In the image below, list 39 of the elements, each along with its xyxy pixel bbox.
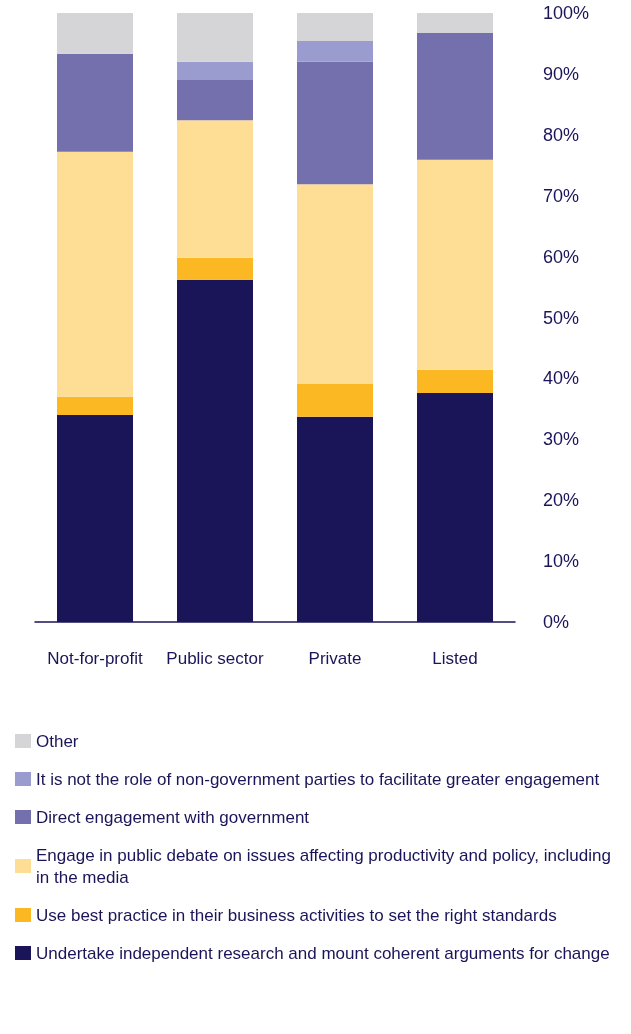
bar <box>177 257 253 280</box>
y-tick-label: 60% <box>543 246 580 267</box>
bar <box>417 159 493 370</box>
x-tick-label: Not-for-profit <box>47 649 143 668</box>
bar <box>297 41 373 62</box>
bar <box>57 396 133 415</box>
bar <box>417 13 493 34</box>
y-tick-label: 20% <box>543 490 580 511</box>
bar <box>297 383 373 417</box>
bar <box>417 369 493 394</box>
legend-label: Use best practice in their business activities to set the right standards <box>36 905 557 925</box>
legend-label: Direct engagement with government <box>36 807 310 827</box>
y-tick-label: 100% <box>543 3 590 23</box>
y-tick-label: 80% <box>543 124 580 145</box>
bar <box>297 184 373 384</box>
x-tick-label: Public sector <box>166 649 264 668</box>
bar <box>177 79 253 121</box>
bar <box>417 33 493 160</box>
y-tick-label: 70% <box>543 185 580 206</box>
bar <box>297 61 373 185</box>
y-tick-label: 10% <box>543 551 580 572</box>
bar <box>297 13 373 42</box>
bar <box>57 151 133 397</box>
bar <box>177 120 253 258</box>
x-tick-label: Private <box>308 649 362 668</box>
bar <box>177 61 253 80</box>
legend-label: Other <box>36 731 79 751</box>
legend-label: It is not the role of non-government parties to facilitate greater engagement <box>36 769 600 789</box>
y-tick-label: 30% <box>543 429 580 450</box>
y-tick-label: 40% <box>543 368 580 389</box>
bar <box>177 13 253 62</box>
legend-label: Undertake independent research and mount coherent arguments for change <box>36 943 610 963</box>
y-tick-label: 50% <box>543 307 580 328</box>
legend-label: Engage in public debate on issues affecting productivity and policy, including in the media <box>36 845 616 887</box>
y-tick-label: 0% <box>543 612 570 632</box>
x-tick-label: Listed <box>432 649 478 668</box>
y-tick-label: 90% <box>543 63 580 84</box>
bar <box>57 13 133 54</box>
bar <box>57 53 133 152</box>
